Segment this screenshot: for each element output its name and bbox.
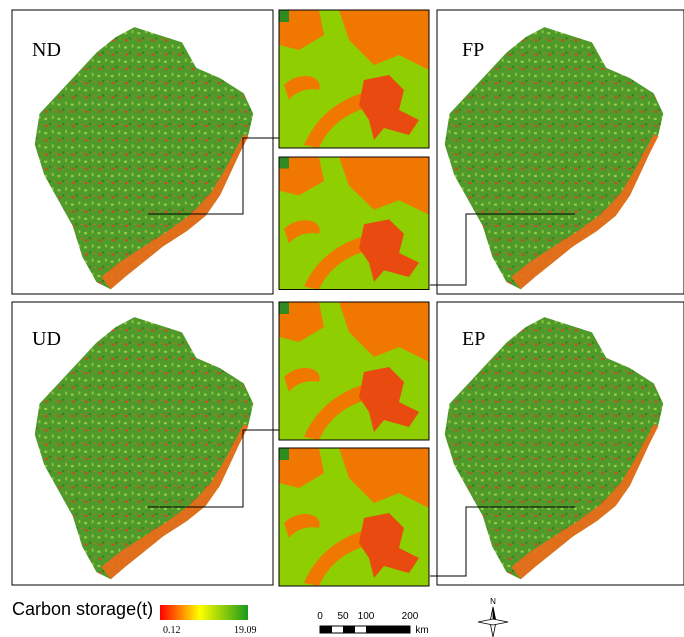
zoom-panel <box>279 448 429 586</box>
scale-tick: 0 <box>317 611 323 622</box>
zoom-panel <box>279 302 429 440</box>
map <box>445 317 664 579</box>
north-arrow <box>478 607 508 637</box>
zoom-panel <box>279 157 429 289</box>
legend-title: Carbon storage(t) <box>12 599 153 619</box>
scale-tick: 100 <box>358 611 375 622</box>
panel-label: FP <box>462 39 484 61</box>
zoom-panel <box>279 10 429 148</box>
scale-unit: km <box>415 625 428 636</box>
panel-label: EP <box>462 328 485 350</box>
panel-label: ND <box>32 39 61 61</box>
scale-tick: 200 <box>402 611 419 622</box>
scale-tick: 50 <box>337 611 349 622</box>
color-ramp <box>160 605 248 620</box>
north-label: N <box>490 597 496 606</box>
scale-bar <box>320 626 410 633</box>
panel-label: UD <box>32 328 61 350</box>
legend-min: 0.12 <box>163 625 181 636</box>
legend-max: 19.09 <box>234 625 257 636</box>
figure: ND FP UD EP Carbon storage(t) 0.12 19.09… <box>0 0 684 637</box>
map <box>35 317 254 579</box>
map <box>445 27 664 289</box>
map <box>35 27 254 289</box>
